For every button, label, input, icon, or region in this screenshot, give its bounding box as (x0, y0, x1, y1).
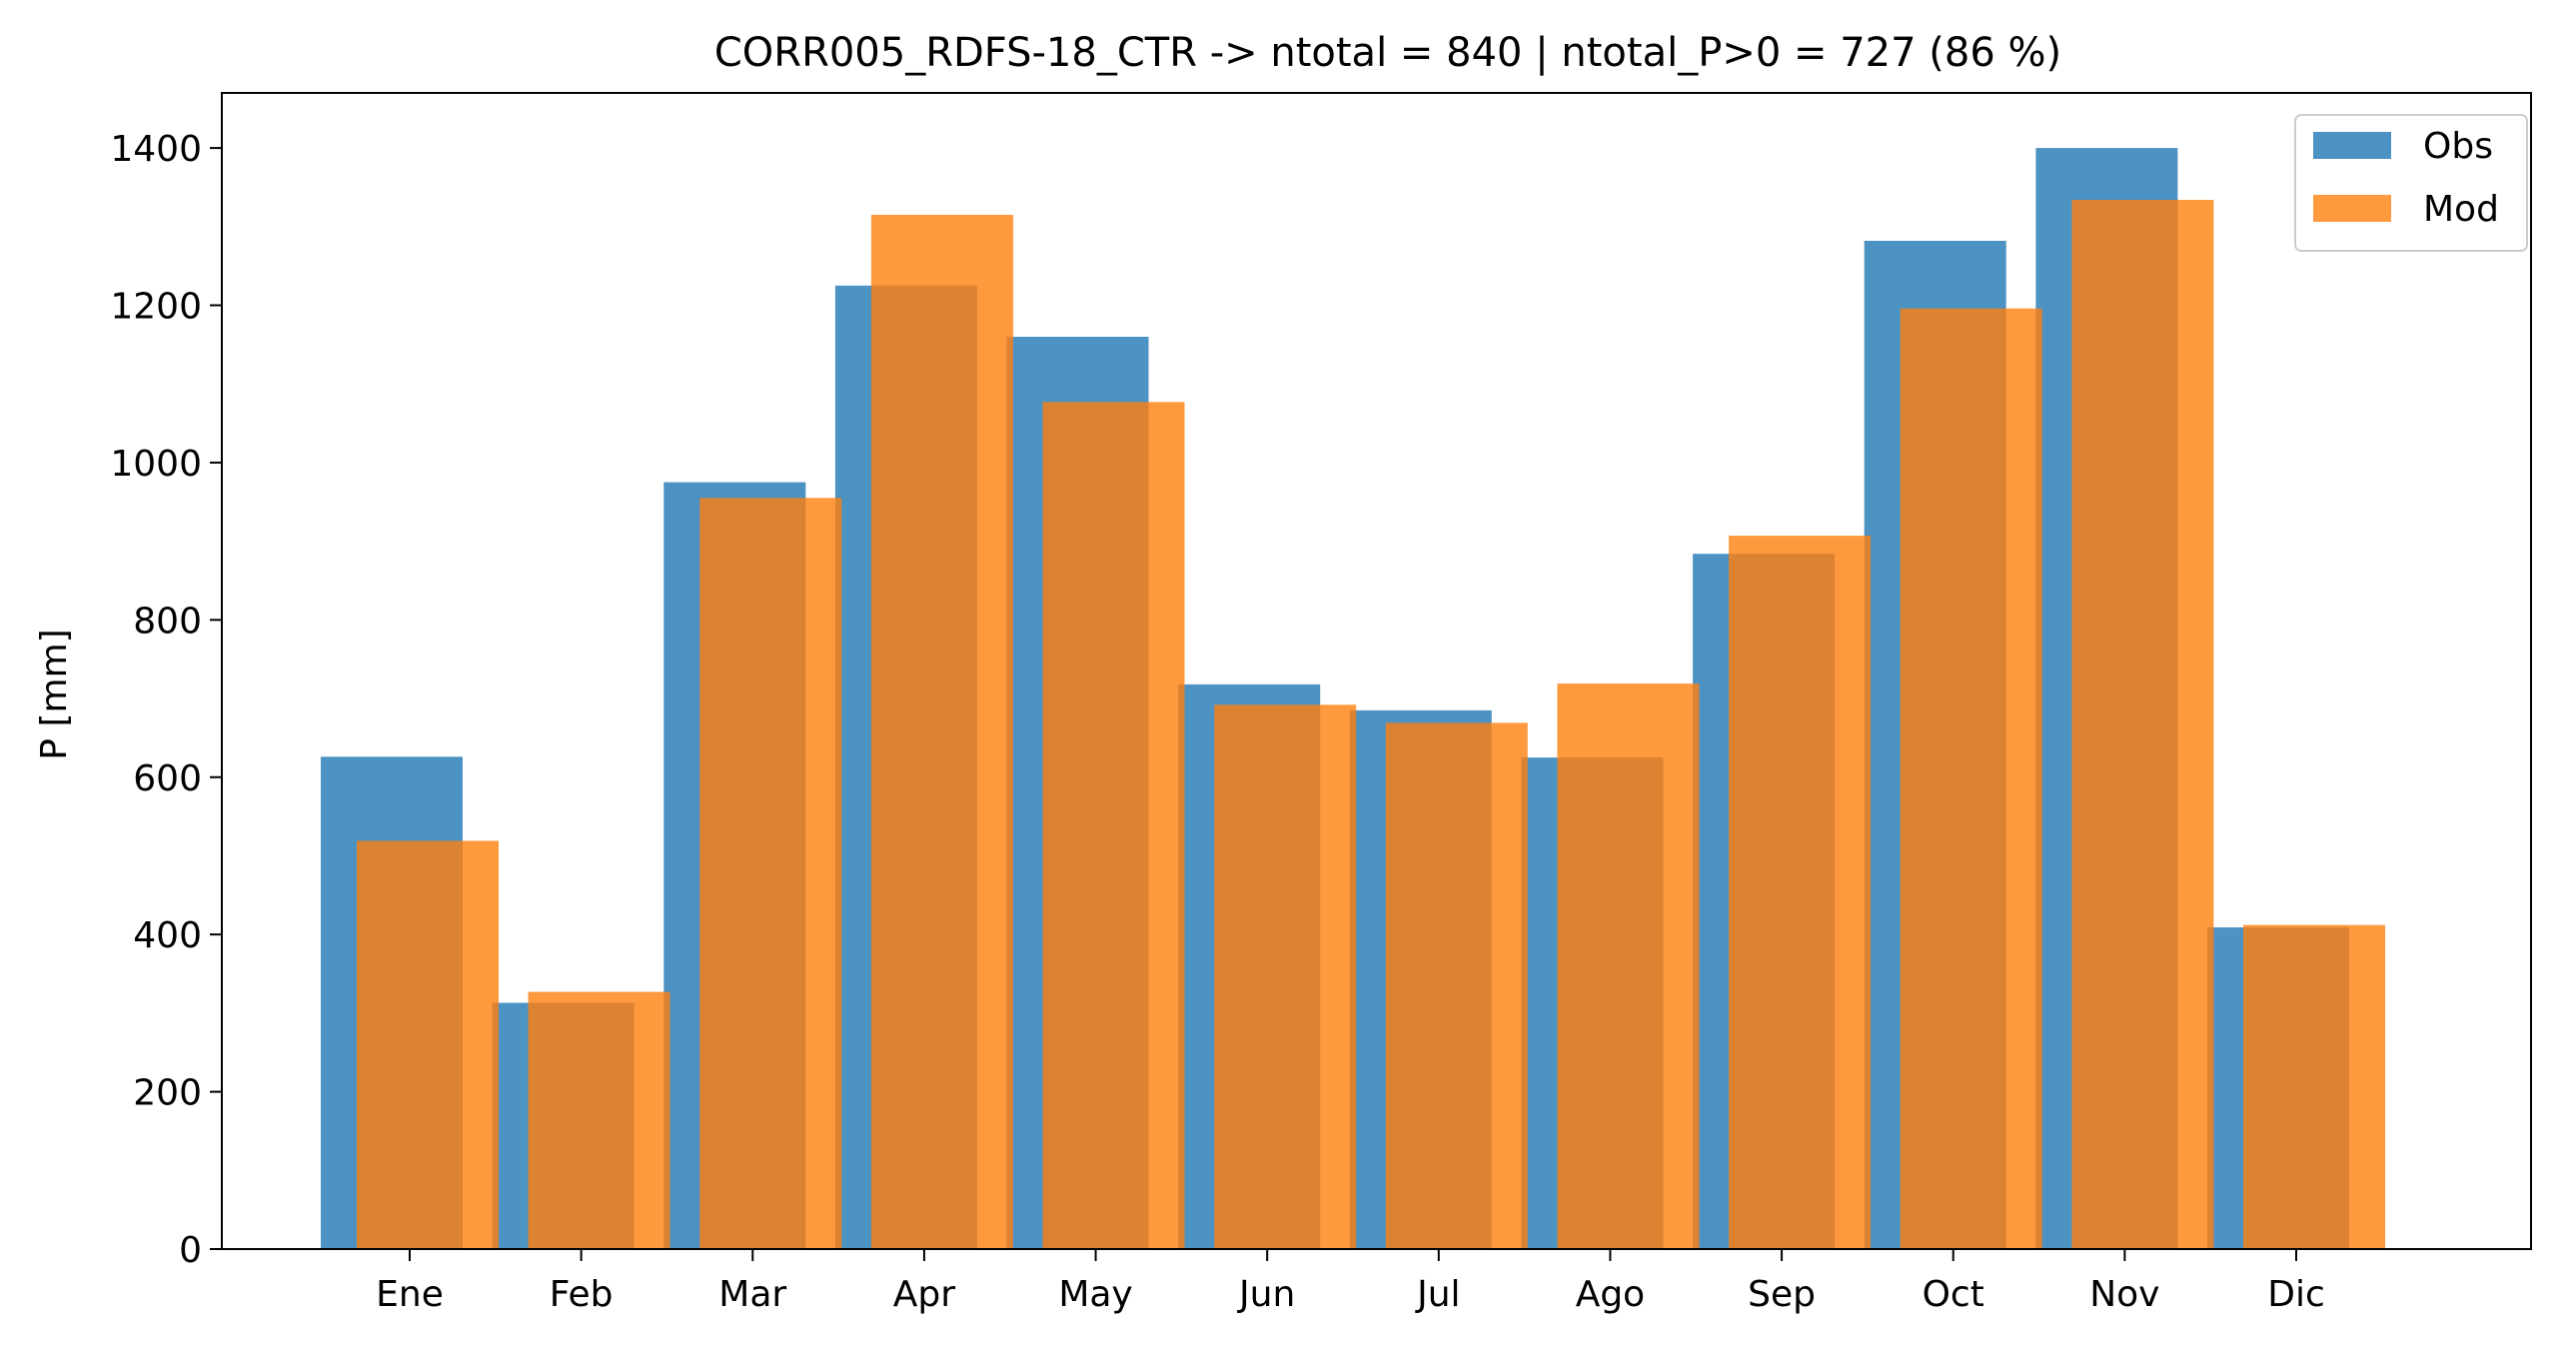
y-tick-label: 1000 (110, 444, 202, 485)
x-tick-label: Dic (2267, 1274, 2325, 1315)
bar-mod-may (1042, 402, 1185, 1249)
x-tick-label: Jul (1415, 1274, 1460, 1315)
legend: Obs Mod (2294, 114, 2528, 252)
bar-mod-apr (870, 215, 1013, 1249)
y-tick-label: 1200 (110, 287, 202, 328)
bar-mod-nov (2071, 200, 2214, 1249)
y-tick-label: 200 (133, 1073, 202, 1114)
legend-label-obs: Obs (2423, 126, 2493, 167)
y-tick-label: 600 (133, 758, 202, 799)
x-tick-label: Sep (1748, 1274, 1816, 1315)
x-tick-label: Nov (2089, 1274, 2159, 1315)
bar-mod-mar (699, 498, 842, 1249)
x-tick-label: Mar (718, 1274, 786, 1315)
y-axis: 0 200 400 600 800 1000 1200 1400 (110, 129, 222, 1271)
y-tick-label: 800 (133, 601, 202, 642)
x-tick-label: Oct (1923, 1274, 1984, 1315)
plot-area (221, 92, 2532, 1250)
x-tick-label: Ago (1576, 1274, 1646, 1315)
bar-mod-ago (1557, 683, 1700, 1249)
bar-mod-oct (1900, 308, 2042, 1249)
bar-mod-feb (528, 991, 670, 1249)
bar-mod-sep (1729, 536, 1872, 1249)
y-axis-label: P [mm] (34, 629, 75, 759)
bar-mod-dic (2243, 924, 2385, 1249)
legend-label-mod: Mod (2423, 189, 2499, 230)
x-tick-label: May (1058, 1274, 1132, 1315)
y-tick-label: 0 (179, 1230, 202, 1271)
x-axis: Ene Feb Mar Apr May Jun Jul Ago Sep Oct Nov Dic (376, 1249, 2325, 1315)
bar-mod-ene (357, 840, 499, 1249)
y-tick-label: 400 (133, 915, 202, 956)
bar-mod-jul (1385, 722, 1528, 1249)
bars-layer (321, 148, 2385, 1250)
y-tick-label: 1400 (110, 129, 202, 170)
x-tick-label: Feb (550, 1274, 614, 1315)
x-tick-label: Ene (376, 1274, 444, 1315)
bar-mod-jun (1214, 704, 1357, 1249)
x-tick-label: Jun (1237, 1274, 1295, 1315)
chart-title: CORR005_RDFS-18_CTR -> ntotal = 840 | nt… (714, 30, 2061, 76)
x-tick-label: Apr (893, 1274, 955, 1315)
legend-swatch-obs (2313, 132, 2391, 159)
legend-swatch-mod (2313, 195, 2391, 222)
